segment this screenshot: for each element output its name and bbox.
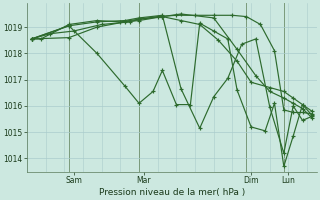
X-axis label: Pression niveau de la mer( hPa ): Pression niveau de la mer( hPa ) [99, 188, 245, 197]
